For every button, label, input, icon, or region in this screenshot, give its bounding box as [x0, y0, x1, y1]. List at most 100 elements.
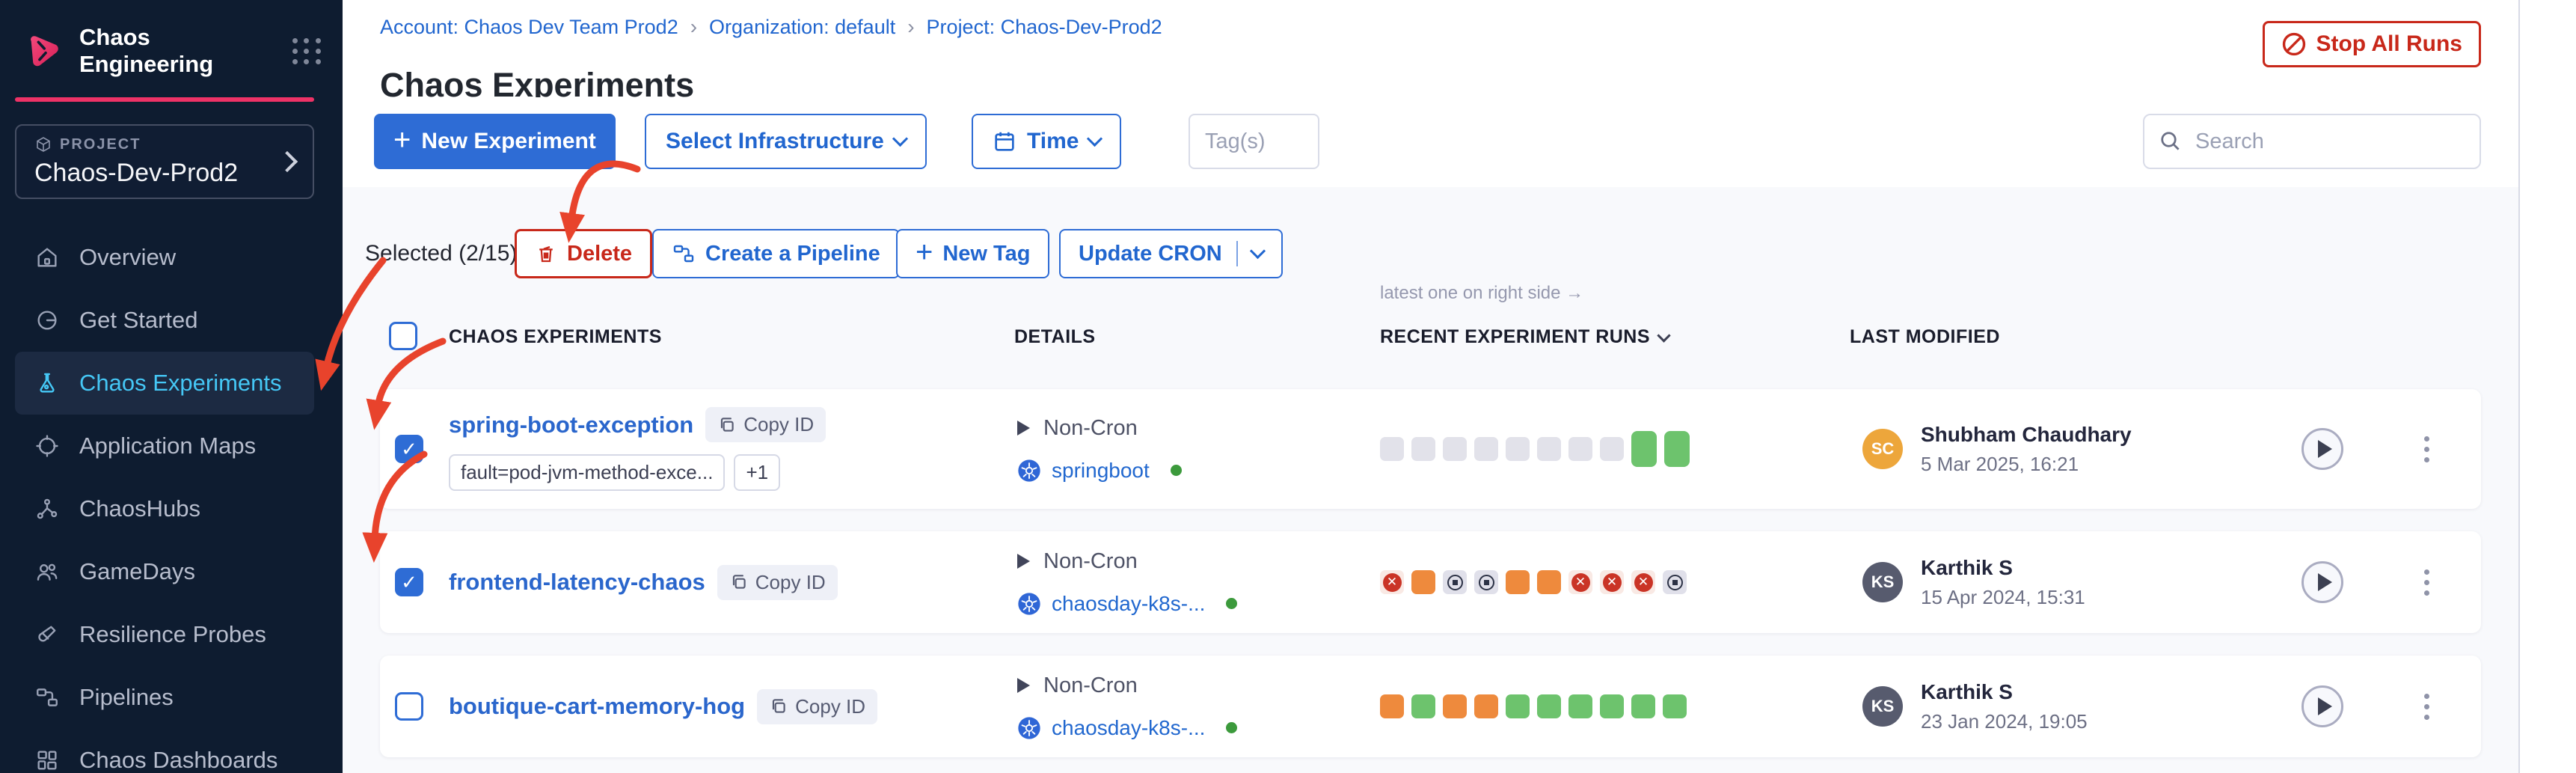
search-input[interactable]: [2194, 128, 2465, 155]
sidebar-item-overview[interactable]: Overview: [15, 226, 314, 289]
sidebar-item-get-started[interactable]: Get Started: [15, 289, 314, 352]
home-icon: [34, 245, 60, 270]
sidebar-item-resilience-probes[interactable]: Resilience Probes: [15, 603, 314, 666]
infrastructure-link[interactable]: chaosday-k8s-...: [1052, 715, 1206, 739]
infrastructure-link[interactable]: springboot: [1052, 458, 1150, 482]
tag-chip[interactable]: fault=pod-jvm-method-exce...: [449, 454, 726, 491]
run-passed[interactable]: [1568, 694, 1592, 718]
run-empty[interactable]: [1600, 437, 1624, 461]
project-name: Chaos-Dev-Prod2: [34, 159, 239, 187]
delete-button[interactable]: Delete: [515, 229, 653, 278]
experiment-name-link[interactable]: boutique-cart-memory-hog: [449, 693, 746, 719]
row-checkbox[interactable]: [395, 435, 423, 463]
run-warning[interactable]: [1537, 570, 1561, 594]
run-failed[interactable]: ✕: [1380, 570, 1404, 594]
create-pipeline-button[interactable]: Create a Pipeline: [652, 229, 900, 278]
table-row: spring-boot-exception Copy ID fault=pod-…: [380, 389, 2481, 509]
sidebar-item-application-maps[interactable]: Application Maps: [15, 415, 314, 477]
copy-id-label: Copy ID: [743, 413, 815, 436]
run-empty[interactable]: [1537, 437, 1561, 461]
breadcrumb-project-link[interactable]: Project: Chaos-Dev-Prod2: [926, 15, 1162, 38]
run-failed[interactable]: ✕: [1631, 570, 1655, 594]
run-empty[interactable]: [1474, 437, 1498, 461]
row-menu-button[interactable]: [2418, 688, 2435, 726]
app-title: Chaos Engineering: [79, 24, 214, 77]
run-warning[interactable]: [1474, 694, 1498, 718]
run-failed[interactable]: ✕: [1568, 570, 1592, 594]
dashboard-icon: [34, 748, 60, 773]
row-checkbox[interactable]: [395, 692, 423, 721]
experiment-name-link[interactable]: spring-boot-exception: [449, 411, 694, 438]
run-passed[interactable]: [1537, 694, 1561, 718]
sidebar-item-chaoshubs[interactable]: ChaosHubs: [15, 477, 314, 540]
run-experiment-button[interactable]: [2301, 561, 2343, 603]
run-empty[interactable]: [1506, 437, 1530, 461]
run-stopped[interactable]: [1663, 570, 1687, 594]
cron-type: Non-Cron: [1017, 549, 1380, 574]
copy-icon: [732, 575, 746, 589]
copy-id-button[interactable]: Copy ID: [757, 688, 878, 724]
run-experiment-button[interactable]: [2301, 685, 2343, 727]
breadcrumb-account-link[interactable]: Account: Chaos Dev Team Prod2: [380, 15, 678, 38]
tag-chip[interactable]: +1: [734, 454, 781, 491]
experiment-name-link[interactable]: frontend-latency-chaos: [449, 569, 705, 595]
time-filter-dropdown[interactable]: Time: [972, 114, 1122, 169]
sidebar-item-chaos-dashboards[interactable]: Chaos Dashboards: [15, 729, 314, 773]
run-passed[interactable]: [1663, 694, 1687, 718]
run-empty[interactable]: [1568, 437, 1592, 461]
run-passed-tall[interactable]: [1631, 431, 1657, 467]
run-empty[interactable]: [1380, 437, 1404, 461]
table-row: boutique-cart-memory-hog Copy ID Non-Cro…: [380, 656, 2481, 757]
modified-date: 15 Apr 2024, 15:31: [1921, 585, 2085, 608]
flask-icon: [34, 370, 60, 396]
row-menu-button[interactable]: [2418, 563, 2435, 602]
run-stopped[interactable]: [1474, 570, 1498, 594]
run-experiment-button[interactable]: [2301, 428, 2343, 470]
run-passed[interactable]: [1631, 694, 1655, 718]
column-header-recent-runs[interactable]: RECENT EXPERIMENT RUNS: [1380, 326, 1671, 348]
copy-id-button[interactable]: Copy ID: [705, 407, 827, 442]
project-selector[interactable]: PROJECT Chaos-Dev-Prod2: [15, 124, 314, 199]
run-stopped[interactable]: [1443, 570, 1467, 594]
run-warning[interactable]: [1443, 694, 1467, 718]
network-icon: [34, 496, 60, 522]
copy-id-label: Copy ID: [795, 694, 866, 718]
run-warning[interactable]: [1380, 694, 1404, 718]
play-icon: [2317, 697, 2332, 715]
select-all-checkbox[interactable]: [389, 322, 417, 350]
experiment-rows: spring-boot-exception Copy ID fault=pod-…: [380, 389, 2481, 757]
new-experiment-button[interactable]: + New Experiment: [374, 114, 616, 169]
breadcrumb-separator: ›: [907, 15, 915, 38]
sidebar-item-pipelines[interactable]: Pipelines: [15, 666, 314, 729]
breadcrumb-org-link[interactable]: Organization: default: [709, 15, 896, 38]
run-warning[interactable]: [1411, 570, 1435, 594]
select-infrastructure-dropdown[interactable]: Select Infrastructure: [645, 114, 927, 169]
tags-filter-input[interactable]: [1189, 114, 1319, 169]
stop-all-runs-button[interactable]: Stop All Runs: [2263, 21, 2481, 67]
cron-type: Non-Cron: [1017, 673, 1380, 698]
infra-status-dot: [1226, 598, 1238, 609]
run-empty[interactable]: [1411, 437, 1435, 461]
run-failed[interactable]: ✕: [1600, 570, 1624, 594]
run-passed-tall[interactable]: [1664, 431, 1690, 467]
toolbar: + New Experiment Select Infrastructure T…: [343, 97, 2518, 189]
update-cron-dropdown[interactable]: Update CRON: [1059, 229, 1283, 278]
row-menu-button[interactable]: [2418, 430, 2435, 468]
experiments-content: Selected (2/15) Delete Create a Pipeline…: [343, 187, 2518, 773]
run-empty[interactable]: [1443, 437, 1467, 461]
run-passed[interactable]: [1600, 694, 1624, 718]
brand-accent-rule: [15, 97, 314, 102]
run-warning[interactable]: [1506, 570, 1530, 594]
copy-id-button[interactable]: Copy ID: [717, 564, 838, 600]
module-grid-icon[interactable]: [292, 36, 322, 66]
infrastructure: chaosday-k8s-...: [1017, 716, 1380, 740]
new-tag-button[interactable]: + New Tag: [896, 229, 1050, 278]
sidebar-item-chaos-experiments[interactable]: Chaos Experiments: [15, 352, 314, 415]
row-checkbox[interactable]: [395, 568, 423, 596]
page-header: Account: Chaos Dev Team Prod2 › Organiza…: [343, 0, 2518, 104]
run-passed[interactable]: [1506, 694, 1530, 718]
sidebar-item-gamedays[interactable]: GameDays: [15, 540, 314, 603]
run-passed[interactable]: [1411, 694, 1435, 718]
infrastructure-link[interactable]: chaosday-k8s-...: [1052, 591, 1206, 615]
chevron-right-icon: [276, 150, 298, 173]
